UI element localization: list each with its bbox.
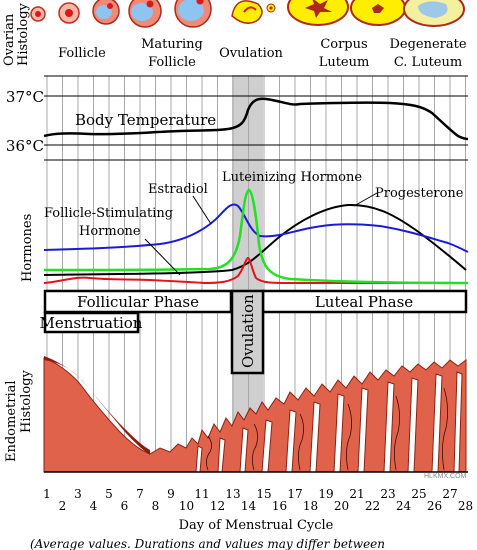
stage-label-corpus: Corpus [320,37,367,52]
body-temperature-title: Body Temperature [75,111,216,129]
progesterone-curve [43,203,467,276]
x-axis: 1 3 5 7 9 11 13 15 17 19 21 23 25 27 2 4… [43,471,473,533]
day-tick-22: 22 [365,499,380,513]
ovulation-box [230,289,265,375]
day-tick-3: 3 [74,487,82,501]
day-tick-10: 10 [179,499,194,513]
day-tick-9: 9 [167,487,175,501]
day-tick-5: 5 [105,487,113,501]
fsh-label-leader [144,238,181,276]
x-axis-label: Day of Menstrual Cycle [179,518,334,533]
day-tick-24: 24 [396,499,412,513]
phase-boxes: Follicular Phase Luteal Phase Menstruati… [40,289,468,375]
day-tick-4: 4 [90,499,98,513]
temp-tick-36: 36°C [6,137,44,155]
day-tick-18: 18 [303,499,318,513]
day-tick-12: 12 [210,499,225,513]
stage-label-follicle: Follicle [58,46,106,61]
corpus-luteum-icon [287,0,406,26]
ovulation-band [232,75,263,472]
estradiol-curve [43,203,469,253]
ovulation-icon [231,0,276,24]
ovarian-side-label-1: Ovarian [2,13,17,66]
endometrium-dark-edge [44,356,150,455]
stage-label-follicle-2: Follicle [148,55,196,70]
menstruation-box [43,311,140,334]
hormones-panel: Hormones Follicle-Stimulating Hormone Es… [20,170,469,285]
stage-label-luteum: Luteum [319,55,370,70]
endometrial-panel: Endometrial Histology [4,356,467,473]
temperature-panel: 37°C 36°C Body Temperature [6,88,469,155]
menstruation-label: Menstruation [40,314,143,332]
day-tick-13: 13 [225,487,240,501]
day-tick-11: 11 [194,487,209,501]
fsh-label-line2: Hormone [79,224,141,239]
lh-label: Luteinizing Hormone [222,170,362,185]
primordial-follicle-icon [30,2,80,24]
endometrial-side-label-1: Endometrial [4,380,19,462]
progesterone-label-leader [353,192,378,207]
day-tick-27: 27 [442,487,457,501]
ovulation-label: Ovulation [239,294,257,368]
day-tick-20: 20 [334,499,349,513]
day-tick-1: 1 [43,487,51,501]
ovarian-histology-panel: Ovarian Histology [2,0,467,70]
caption: (Average values. Durations and values ma… [30,537,385,550]
degenerate-corpus-luteum-icon [403,0,465,27]
maturing-follicle-icon [174,0,212,28]
day-tick-25: 25 [411,487,426,501]
body-temperature-curve [43,97,469,141]
growing-follicle-icon [92,0,162,28]
day-tick-17: 17 [287,487,302,501]
day-tick-16: 16 [272,499,287,513]
day-tick-26: 26 [427,499,442,513]
day-tick-28: 28 [458,499,473,513]
day-tick-19: 19 [318,487,333,501]
hormones-side-label: Hormones [20,214,35,282]
fsh-label-line1: Follicle-Stimulating [44,206,173,221]
ovarian-side-label-2: Histology [16,2,31,66]
day-tick-15: 15 [256,487,271,501]
day-tick-2: 2 [59,499,67,513]
luteal-phase-label: Luteal Phase [315,293,413,311]
day-tick-21: 21 [349,487,364,501]
temp-tick-37: 37°C [6,88,44,106]
lh-curve [43,188,469,285]
day-tick-8: 8 [152,499,160,513]
estradiol-label: Estradiol [148,182,208,197]
estradiol-label-leader [192,195,212,225]
watermark: HLKMX.COM [424,473,467,480]
day-tick-6: 6 [121,499,129,513]
stage-label-maturing: Maturing [141,37,203,52]
day-tick-14: 14 [241,499,257,513]
stage-label-c-luteum: C. Luteum [394,55,462,70]
stage-label-ovulation: Ovulation [219,46,283,61]
day-tick-7: 7 [136,487,144,501]
progesterone-label: Progesterone [375,186,464,201]
stage-label-degenerate: Degenerate [389,37,466,52]
day-tick-23: 23 [380,487,395,501]
spiral-arteries [206,387,448,471]
endometrial-side-label-2: Histology [19,369,34,433]
follicular-phase-label: Follicular Phase [77,293,199,311]
